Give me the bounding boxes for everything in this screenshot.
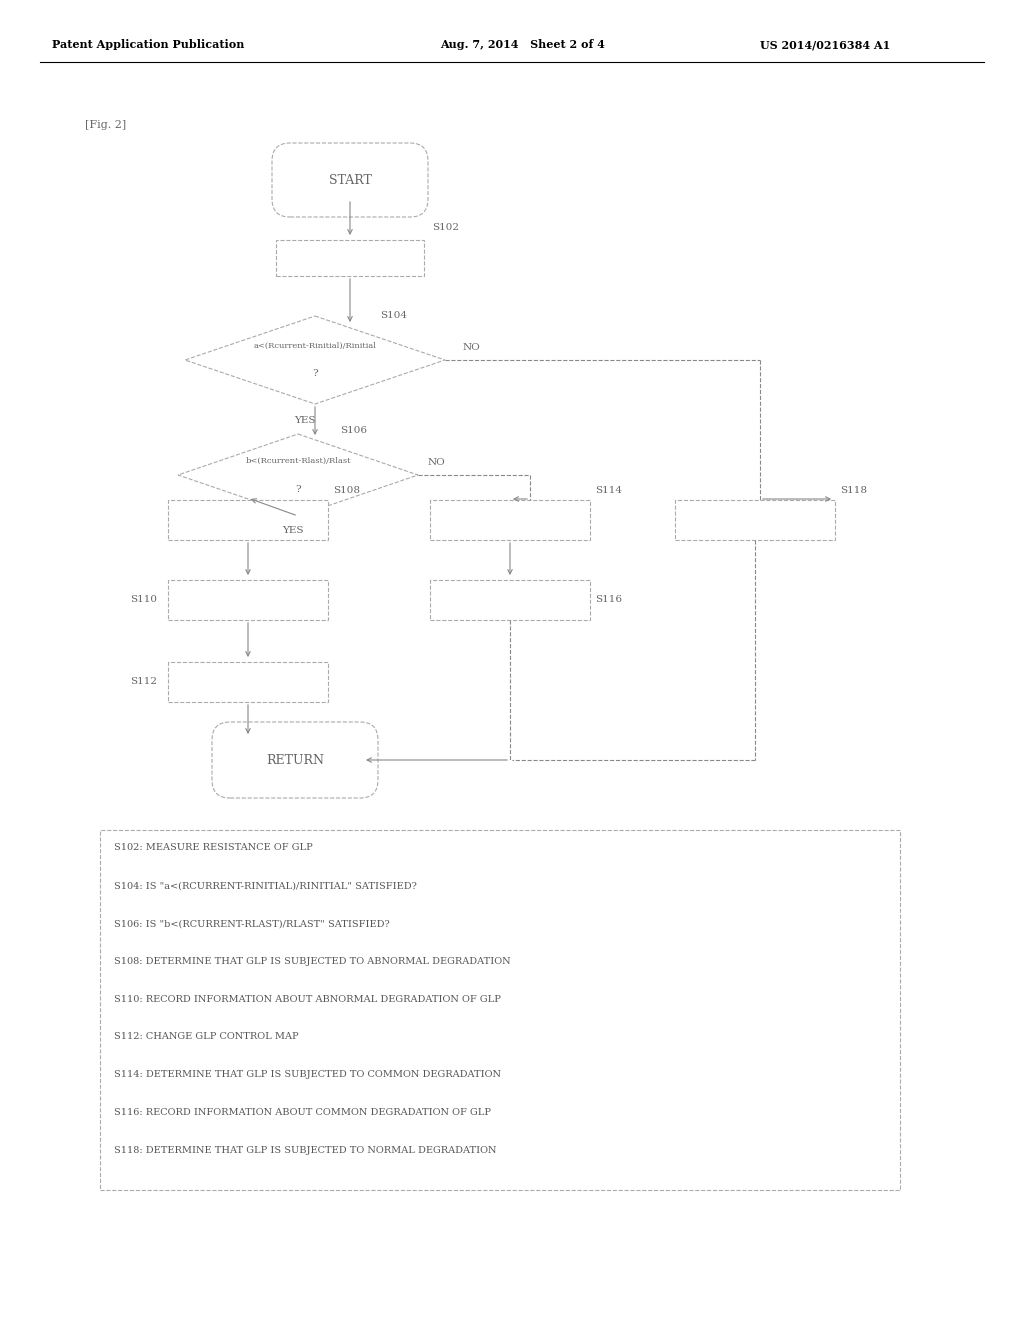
- Text: YES: YES: [283, 525, 304, 535]
- Text: NO: NO: [463, 343, 480, 352]
- Text: RETURN: RETURN: [266, 754, 324, 767]
- Text: S106: IS "b<(RCURRENT-RLAST)/RLAST" SATISFIED?: S106: IS "b<(RCURRENT-RLAST)/RLAST" SATI…: [114, 919, 390, 928]
- Bar: [168, 663, 328, 702]
- Text: ?: ?: [312, 370, 317, 379]
- Text: S112: CHANGE GLP CONTROL MAP: S112: CHANGE GLP CONTROL MAP: [114, 1032, 299, 1041]
- Text: S102: S102: [432, 223, 459, 232]
- Text: Aug. 7, 2014   Sheet 2 of 4: Aug. 7, 2014 Sheet 2 of 4: [440, 40, 605, 50]
- Text: YES: YES: [294, 416, 315, 425]
- Text: b<(Rcurrent-Rlast)/Rlast: b<(Rcurrent-Rlast)/Rlast: [246, 457, 351, 465]
- Bar: [430, 500, 590, 540]
- FancyBboxPatch shape: [272, 143, 428, 216]
- Text: S114: DETERMINE THAT GLP IS SUBJECTED TO COMMON DEGRADATION: S114: DETERMINE THAT GLP IS SUBJECTED TO…: [114, 1071, 501, 1080]
- Text: S104: IS "a<(RCURRENT-RINITIAL)/RINITIAL" SATISFIED?: S104: IS "a<(RCURRENT-RINITIAL)/RINITIAL…: [114, 882, 417, 890]
- Text: S102: MEASURE RESISTANCE OF GLP: S102: MEASURE RESISTANCE OF GLP: [114, 843, 312, 853]
- Text: S116: RECORD INFORMATION ABOUT COMMON DEGRADATION OF GLP: S116: RECORD INFORMATION ABOUT COMMON DE…: [114, 1107, 490, 1117]
- Bar: [168, 579, 328, 620]
- Text: S106: S106: [340, 426, 367, 436]
- Text: S114: S114: [595, 486, 622, 495]
- Bar: [276, 240, 424, 276]
- Text: S118: S118: [840, 486, 867, 495]
- Text: Patent Application Publication: Patent Application Publication: [52, 40, 245, 50]
- Text: S108: DETERMINE THAT GLP IS SUBJECTED TO ABNORMAL DEGRADATION: S108: DETERMINE THAT GLP IS SUBJECTED TO…: [114, 957, 511, 966]
- Text: NO: NO: [428, 458, 445, 467]
- Text: S108: S108: [333, 486, 360, 495]
- FancyBboxPatch shape: [212, 722, 378, 799]
- Text: S112: S112: [130, 677, 157, 686]
- Text: S110: RECORD INFORMATION ABOUT ABNORMAL DEGRADATION OF GLP: S110: RECORD INFORMATION ABOUT ABNORMAL …: [114, 994, 501, 1003]
- Polygon shape: [178, 434, 418, 516]
- Text: START: START: [329, 173, 372, 186]
- Polygon shape: [185, 315, 445, 404]
- Text: S110: S110: [130, 595, 157, 605]
- Text: ?: ?: [295, 484, 301, 494]
- Text: S116: S116: [595, 595, 622, 605]
- Text: S104: S104: [380, 312, 407, 319]
- Bar: [675, 500, 835, 540]
- Text: S118: DETERMINE THAT GLP IS SUBJECTED TO NORMAL DEGRADATION: S118: DETERMINE THAT GLP IS SUBJECTED TO…: [114, 1146, 497, 1155]
- Text: US 2014/0216384 A1: US 2014/0216384 A1: [760, 40, 890, 50]
- Bar: [168, 500, 328, 540]
- Bar: [100, 830, 900, 1191]
- Bar: [430, 579, 590, 620]
- Text: [Fig. 2]: [Fig. 2]: [85, 120, 126, 129]
- Text: a<(Rcurrent-Rinitial)/Rinitial: a<(Rcurrent-Rinitial)/Rinitial: [254, 342, 377, 350]
